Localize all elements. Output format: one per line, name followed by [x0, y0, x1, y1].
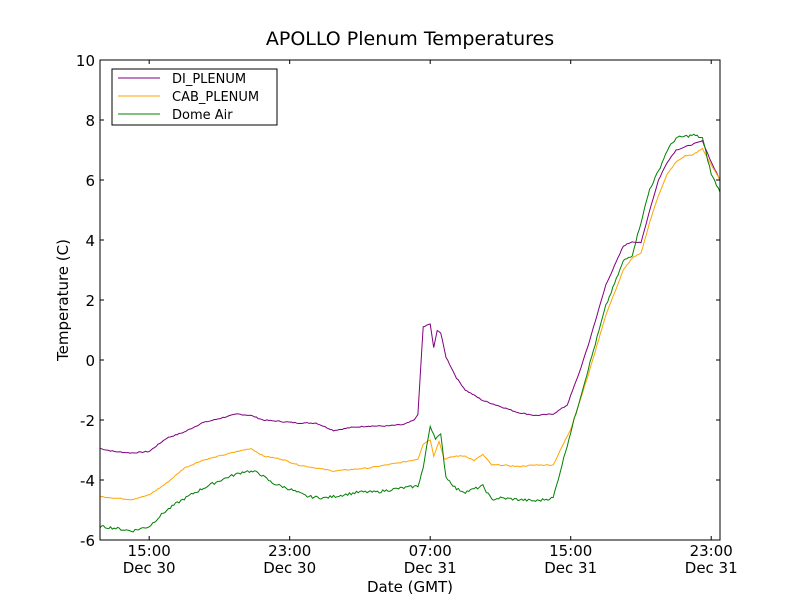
x-tick-date-label: Dec 31 — [404, 559, 457, 577]
x-tick-time-label: 15:00 — [128, 542, 171, 560]
y-tick-label: 2 — [85, 292, 95, 310]
y-tick-label: 4 — [85, 232, 95, 250]
plot-lines — [99, 133, 721, 533]
legend-label: Dome Air — [172, 108, 233, 123]
y-tick-label: -6 — [80, 532, 95, 550]
series-line-cab-plenum — [99, 147, 721, 501]
x-tick-date-label: Dec 30 — [123, 559, 176, 577]
y-tick-label: 0 — [85, 352, 95, 370]
x-tick-date-label: Dec 31 — [544, 559, 597, 577]
y-tick-label: 10 — [76, 52, 95, 70]
y-tick-label: -2 — [80, 412, 95, 430]
series-line-dome-air — [99, 133, 721, 533]
x-tick-time-label: 07:00 — [409, 542, 452, 560]
legend-label: DI_PLENUM — [172, 72, 246, 87]
y-tick-label: 8 — [85, 112, 95, 130]
legend-label: CAB_PLENUM — [172, 90, 259, 105]
series-line-di-plenum — [99, 139, 721, 454]
x-tick-date-label: Dec 31 — [685, 559, 738, 577]
y-tick-label: 6 — [85, 172, 95, 190]
y-axis-label: Temperature (C) — [54, 239, 72, 362]
plot-frame — [99, 59, 721, 541]
y-tick-label: -4 — [80, 472, 95, 490]
legend: DI_PLENUM CAB_PLENUM Dome Air — [111, 68, 278, 126]
x-tick-time-label: 23:00 — [690, 542, 733, 560]
y-axis: -6 -4 -2 0 2 4 6 8 10 — [76, 52, 720, 550]
x-tick-time-label: 15:00 — [549, 542, 592, 560]
x-tick-time-label: 23:00 — [268, 542, 311, 560]
chart-title: APOLLO Plenum Temperatures — [266, 28, 554, 50]
x-tick-date-label: Dec 30 — [263, 559, 316, 577]
x-axis-label: Date (GMT) — [367, 578, 453, 596]
